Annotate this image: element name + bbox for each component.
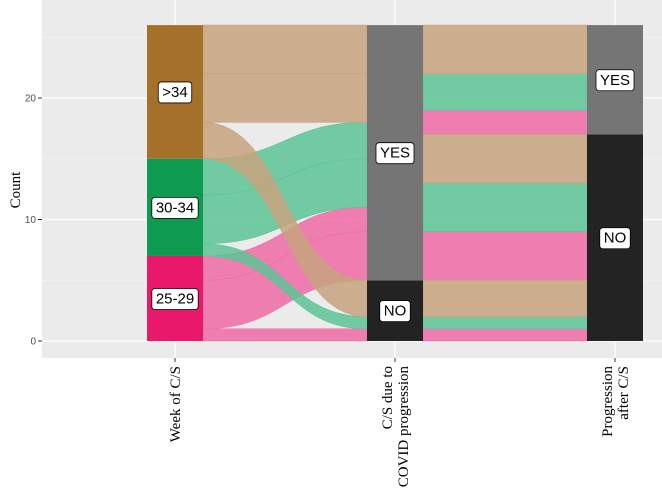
y-tick-label: 10 bbox=[25, 215, 37, 226]
y-axis: 0 10 20 bbox=[25, 94, 42, 348]
stratum-label-box bbox=[379, 300, 411, 323]
stratum-label-box bbox=[599, 227, 631, 250]
flow-ribbon--34 bbox=[422, 279, 588, 318]
flow-ribbon--34 bbox=[202, 24, 368, 75]
flow-ribbon--34 bbox=[202, 73, 368, 123]
strata: 25-29 30-34 >34 NO YES NO YES bbox=[147, 25, 643, 341]
y-tick-label: 0 bbox=[30, 337, 36, 348]
stratum-label-box bbox=[151, 288, 199, 310]
stratum-label: 25-29 bbox=[156, 290, 194, 307]
stratum-label: NO bbox=[384, 303, 407, 320]
flow-ribbon--34 bbox=[422, 134, 588, 184]
stratum-label: NO bbox=[604, 230, 627, 247]
x-axis: Week of C/S C/S due to COVID progression Pr… bbox=[168, 358, 632, 487]
x-axis-category-label: Week of C/S bbox=[168, 366, 184, 442]
x-axis-category-label: C/S due to bbox=[380, 366, 396, 429]
flow-ribbon-30-34 bbox=[422, 316, 588, 330]
flows bbox=[202, 24, 588, 342]
flow-ribbon-25-29 bbox=[422, 231, 588, 281]
stratum-label-box bbox=[375, 142, 415, 165]
stratum-label: >34 bbox=[162, 84, 187, 101]
stratum-label: 30-34 bbox=[156, 199, 194, 216]
x-axis-category-label: Progression bbox=[600, 366, 616, 437]
stratum-label-box bbox=[151, 196, 199, 219]
flow-ribbon-30-34 bbox=[422, 73, 588, 111]
x-axis-category-label: after C/S bbox=[616, 366, 632, 420]
y-axis-title: Count bbox=[8, 171, 24, 209]
stratum-label: YES bbox=[380, 145, 410, 162]
flow-ribbon--34 bbox=[422, 24, 588, 75]
y-tick-label: 20 bbox=[25, 94, 37, 105]
flow-ribbon-25-29 bbox=[202, 328, 368, 342]
flow-ribbon-30-34 bbox=[422, 182, 588, 232]
stratum-label-box bbox=[595, 69, 635, 92]
flow-ribbon-25-29 bbox=[422, 328, 588, 342]
stratum-label-box bbox=[157, 81, 193, 104]
flow-ribbon-25-29 bbox=[422, 109, 588, 135]
x-axis-category-label: COVID progression bbox=[396, 366, 412, 488]
stratum-label: YES bbox=[600, 72, 630, 89]
